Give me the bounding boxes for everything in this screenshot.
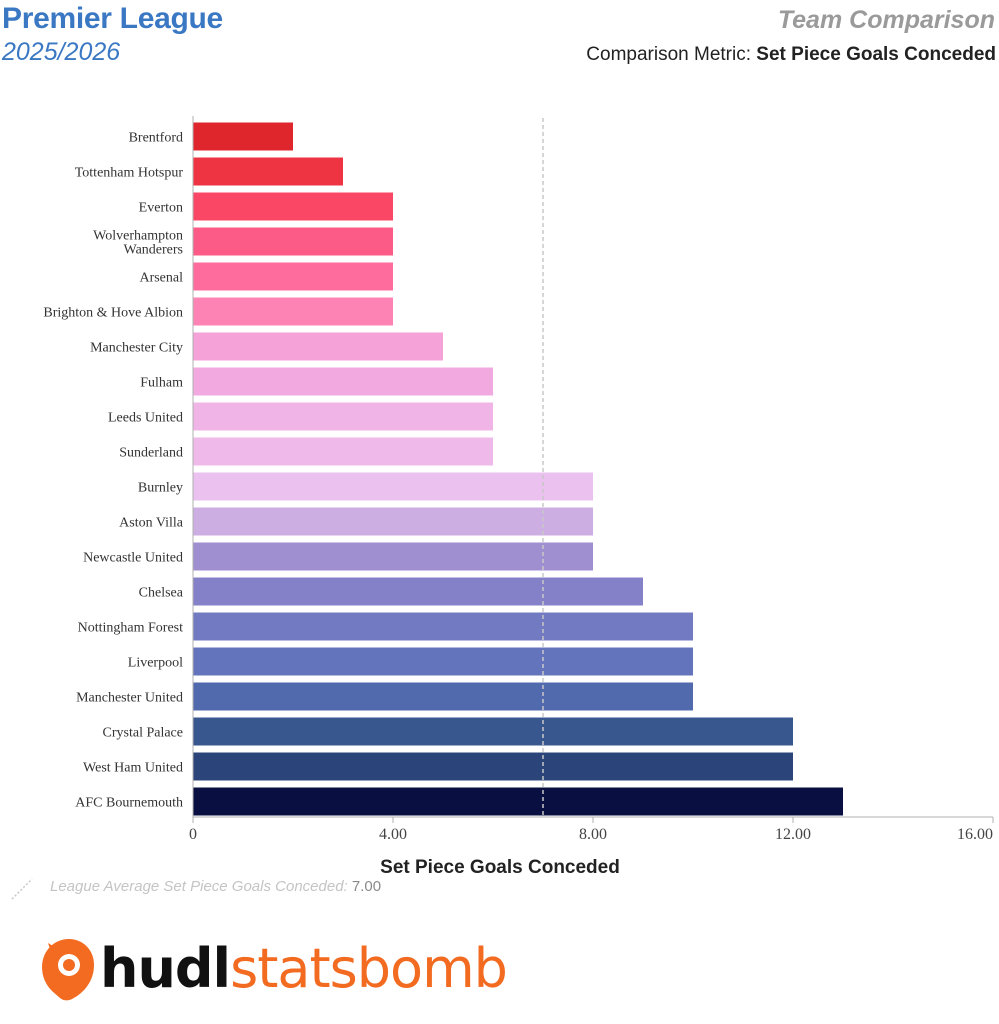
- category-label-1: Tottenham Hotspur: [75, 166, 184, 181]
- bar-9: [193, 437, 493, 466]
- category-label-19: AFC Bournemouth: [75, 796, 183, 811]
- category-label-8: Leeds United: [108, 411, 183, 426]
- bars-group: [193, 122, 843, 816]
- category-label-15: Liverpool: [128, 656, 183, 671]
- bar-19: [193, 787, 843, 816]
- bar-6: [193, 332, 443, 361]
- category-label-11: Aston Villa: [119, 516, 184, 531]
- metric-name: Set Piece Goals Conceded: [756, 44, 996, 65]
- bar-2: [193, 192, 393, 221]
- category-label-10: Burnley: [138, 481, 183, 496]
- bar-5: [193, 297, 393, 326]
- league-average-value: 7.00: [351, 878, 382, 895]
- report-title: Team Comparison: [777, 6, 995, 34]
- bar-18: [193, 752, 793, 781]
- x-tick-label-0: 0: [189, 826, 197, 843]
- bar-11: [193, 507, 593, 536]
- bar-15: [193, 647, 693, 676]
- category-label-2: Everton: [139, 201, 183, 216]
- logo-text-statsbomb: statsbomb: [230, 937, 508, 1000]
- bar-12: [193, 542, 593, 571]
- category-labels: Brentford Tottenham Hotspur Everton Wolverh…: [43, 131, 183, 811]
- x-axis-ticks: 0 4.00 8.00 12.00 16.00: [189, 817, 994, 843]
- category-label-7: Fulham: [140, 376, 183, 391]
- bar-14: [193, 612, 693, 641]
- bar-17: [193, 717, 793, 746]
- category-label-6: Manchester City: [90, 341, 183, 356]
- logo-text-hudl: hudl: [100, 937, 231, 1000]
- category-label-3: Wolverhampton Wanderers: [93, 229, 183, 258]
- category-label-0: Brentford: [129, 131, 183, 146]
- season-label: 2025/2026: [2, 38, 121, 66]
- category-label-4: Arsenal: [139, 271, 183, 286]
- category-label-18: West Ham United: [83, 761, 183, 776]
- league-average-note: League Average Set Piece Goals Conceded:…: [50, 878, 381, 895]
- x-tick-label-2: 8.00: [579, 826, 607, 843]
- category-label-13: Chelsea: [139, 586, 184, 601]
- bar-1: [193, 157, 343, 186]
- statsbomb-logo-text: hudlstatsbomb: [100, 934, 508, 1004]
- bar-chart: Brentford Tottenham Hotspur Everton Wolverh…: [43, 116, 994, 878]
- dotted-line-icon: [11, 878, 33, 900]
- bar-7: [193, 367, 493, 396]
- bar-8: [193, 402, 493, 431]
- league-title: Premier League: [2, 2, 223, 35]
- category-label-14: Nottingham Forest: [78, 621, 183, 636]
- category-label-12: Newcastle United: [83, 551, 183, 566]
- x-tick-label-3: 12.00: [775, 826, 811, 843]
- category-label-16: Manchester United: [76, 691, 183, 706]
- bar-0: [193, 122, 293, 151]
- comparison-metric: Comparison Metric: Set Piece Goals Conce…: [586, 44, 996, 66]
- league-average-label: League Average Set Piece Goals Conceded:: [50, 878, 348, 895]
- statsbomb-logo-icon: [42, 939, 94, 1001]
- bar-13: [193, 577, 643, 606]
- category-label-5: Brighton & Hove Albion: [43, 306, 183, 321]
- bar-16: [193, 682, 693, 711]
- x-tick-label-4: 16.00: [957, 826, 993, 843]
- bar-4: [193, 262, 393, 291]
- metric-prefix: Comparison Metric:: [586, 44, 752, 65]
- category-label-17: Crystal Palace: [103, 726, 183, 741]
- x-axis-title: Set Piece Goals Conceded: [380, 857, 620, 878]
- bar-10: [193, 472, 593, 501]
- bar-3: [193, 227, 393, 256]
- x-tick-label-1: 4.00: [379, 826, 407, 843]
- category-label-9: Sunderland: [119, 446, 183, 461]
